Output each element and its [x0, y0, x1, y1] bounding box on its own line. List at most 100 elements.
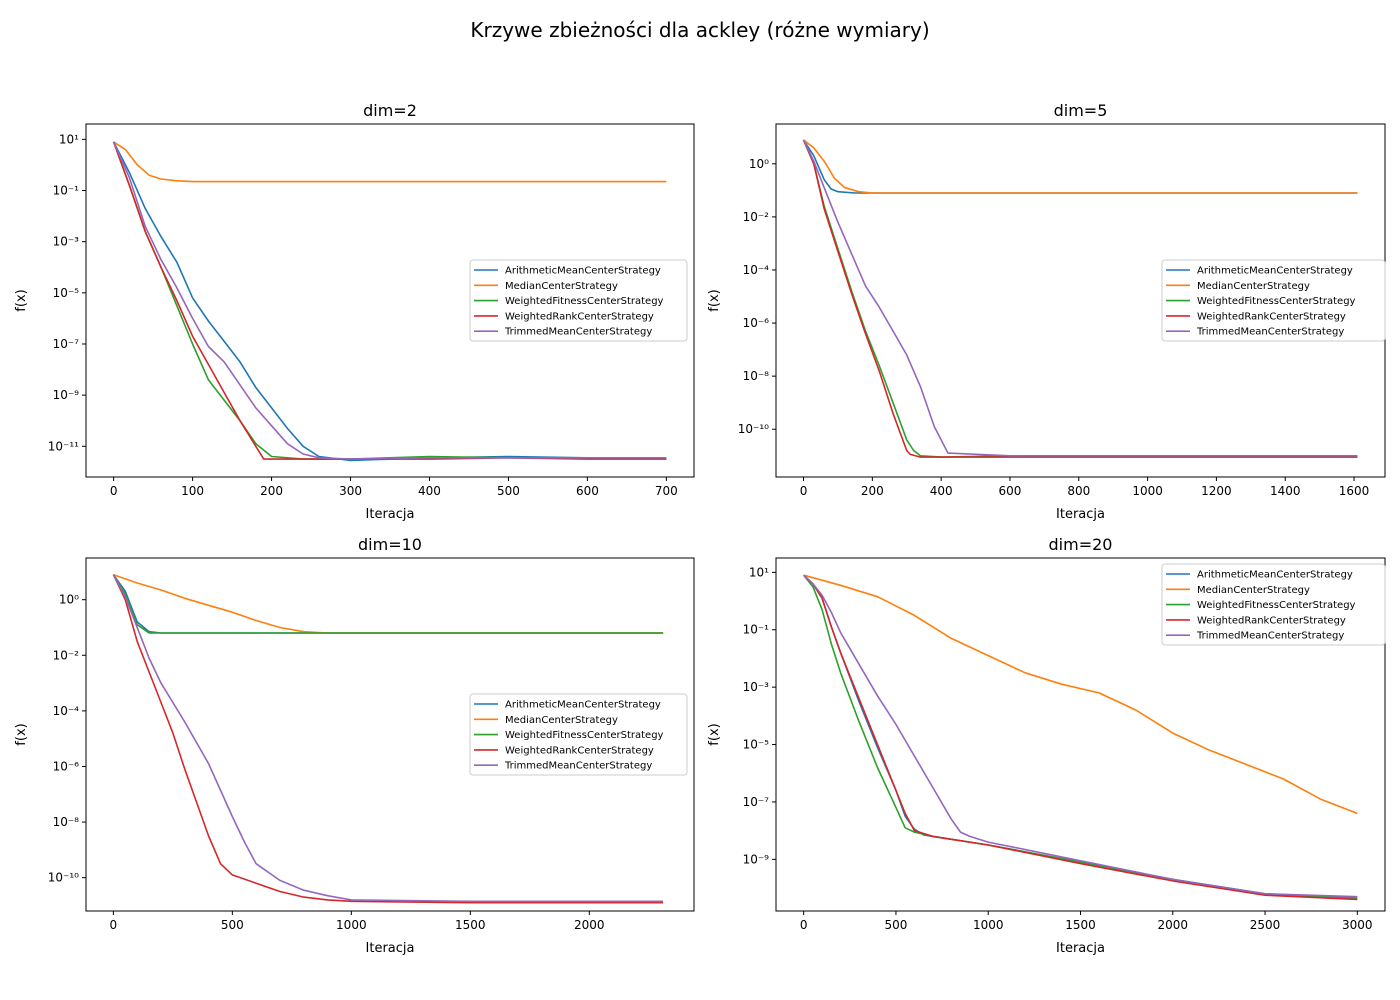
y-tick-label: 10⁻⁸ — [743, 369, 770, 383]
series-line-WeightedRankCenterStrategy — [112, 574, 664, 904]
y-tick-label: 10⁻⁹ — [53, 388, 80, 402]
legend-entry: WeightedRankCenterStrategy — [505, 311, 654, 322]
series-line-TrimmedMeanCenterStrategy — [112, 141, 667, 460]
series-line-WeightedRankCenterStrategy — [803, 574, 1358, 901]
y-axis-label: f(x) — [14, 723, 29, 745]
x-tick-label: 1500 — [455, 918, 486, 932]
legend-entry: TrimmedMeanCenterStrategy — [1196, 327, 1344, 338]
y-tick-label: 10⁰ — [59, 593, 79, 607]
x-tick-label: 0 — [110, 484, 118, 498]
chart-panel-4: dim=20 0 500 1000 1500 2000 2500 3000 10¹ 10⁻¹ 10⁻… — [707, 535, 1386, 956]
legend-entry: ArithmeticMeanCenterStrategy — [505, 266, 661, 277]
series-line-MedianCenterStrategy — [803, 139, 1358, 194]
x-axis-label: Iteracja — [366, 507, 415, 522]
x-tick-label: 0 — [110, 918, 118, 932]
axes-frame — [85, 123, 695, 478]
y-tick-label: 10⁻¹⁰ — [48, 871, 79, 885]
x-tick-label: 1200 — [1201, 484, 1232, 498]
series-line-MedianCenterStrategy — [113, 141, 667, 183]
series-line-TrimmedMeanCenterStrategy — [802, 139, 1358, 457]
legend-entry: MedianCenterStrategy — [1197, 281, 1310, 292]
legend-entry: TrimmedMeanCenterStrategy — [504, 761, 652, 772]
y-tick-label: 10⁻⁶ — [53, 759, 80, 773]
x-tick-label: 600 — [999, 484, 1022, 498]
chart-title: dim=5 — [1054, 101, 1108, 120]
y-axis-label: f(x) — [14, 289, 29, 311]
series-line-MedianCenterStrategy — [113, 573, 664, 634]
x-tick-label: 1400 — [1270, 484, 1301, 498]
legend-entry: WeightedRankCenterStrategy — [1197, 311, 1346, 322]
x-tick-label: 800 — [1067, 484, 1090, 498]
legend: ArithmeticMeanCenterStrategy MedianCenter… — [1161, 563, 1386, 646]
y-tick-label: 10⁻⁴ — [743, 263, 770, 277]
x-axis-label: Iteracja — [1056, 941, 1105, 956]
x-tick-label: 300 — [339, 484, 362, 498]
y-tick-label: 10⁻¹ — [53, 184, 80, 198]
y-tick-label: 10⁻⁶ — [743, 316, 770, 330]
figure-title: Krzywe zbieżności dla ackley (różne wymi… — [470, 18, 930, 42]
chart-panel-3: dim=10 0 500 1000 1500 2000 10⁰ 10⁻² 10⁻⁴ 10⁻⁶ 10⁻… — [14, 535, 695, 956]
series-line-WeightedFitnessCenterStrategy — [112, 574, 664, 634]
series-line-ArithmeticMeanCenterStrategy — [112, 574, 664, 634]
x-tick-label: 700 — [655, 484, 678, 498]
series-group — [802, 139, 1358, 458]
y-tick-label: 10⁻⁸ — [53, 815, 80, 829]
series-line-ArithmeticMeanCenterStrategy — [802, 139, 1358, 194]
y-tick-label: 10⁻⁵ — [53, 286, 80, 300]
x-tick-label: 2500 — [1250, 918, 1281, 932]
legend-entry: WeightedFitnessCenterStrategy — [505, 296, 664, 307]
legend: ArithmeticMeanCenterStrategy MedianCenter… — [469, 693, 688, 776]
x-tick-label: 500 — [221, 918, 244, 932]
x-tick-label: 1000 — [1132, 484, 1163, 498]
y-tick-label: 10⁻¹ — [743, 623, 770, 637]
y-tick-label: 10⁻⁷ — [743, 795, 770, 809]
x-tick-label: 200 — [260, 484, 283, 498]
legend-box — [1161, 259, 1386, 342]
x-axis-label: Iteracja — [366, 941, 415, 956]
y-tick-label: 10⁻² — [53, 648, 80, 662]
x-tick-label: 600 — [576, 484, 599, 498]
legend-entry: WeightedRankCenterStrategy — [505, 745, 654, 756]
y-tick-label: 10⁻⁴ — [53, 704, 80, 718]
series-line-TrimmedMeanCenterStrategy — [112, 574, 664, 903]
x-tick-label: 500 — [497, 484, 520, 498]
y-tick-label: 10⁻⁷ — [53, 337, 80, 351]
legend-entry: WeightedFitnessCenterStrategy — [1197, 296, 1356, 307]
legend: ArithmeticMeanCenterStrategy MedianCenter… — [1161, 259, 1386, 342]
x-tick-label: 500 — [885, 918, 908, 932]
chart-panel-1: dim=2 0 100 200 300 400 500 600 700 10¹ 10⁻¹ 10⁻³ 10… — [14, 101, 695, 522]
x-tick-label: 3000 — [1342, 918, 1373, 932]
y-tick-label: 10⁻⁹ — [743, 852, 770, 866]
legend-entry: ArithmeticMeanCenterStrategy — [1197, 570, 1353, 581]
chart-panel-2: dim=5 0 200 400 600 800 1000 1200 1400 1600 10⁰ 10⁻… — [707, 101, 1386, 522]
x-tick-label: 400 — [930, 484, 953, 498]
x-tick-label: 1000 — [973, 918, 1004, 932]
legend-entry: ArithmeticMeanCenterStrategy — [1197, 266, 1353, 277]
y-tick-label: 10⁰ — [749, 157, 769, 171]
x-tick-label: 1600 — [1339, 484, 1370, 498]
series-line-WeightedRankCenterStrategy — [802, 139, 1358, 458]
legend-entry: MedianCenterStrategy — [505, 715, 618, 726]
x-tick-label: 200 — [861, 484, 884, 498]
x-axis-label: Iteracja — [1056, 507, 1105, 522]
series-group — [803, 574, 1358, 901]
x-tick-label: 2000 — [574, 918, 605, 932]
series-group — [112, 141, 667, 462]
legend-entry: WeightedFitnessCenterStrategy — [1197, 600, 1356, 611]
y-axis-label: f(x) — [707, 723, 722, 745]
x-tick-label: 1000 — [336, 918, 367, 932]
y-tick-label: 10¹ — [749, 565, 769, 579]
series-line-WeightedRankCenterStrategy — [112, 141, 667, 460]
axes-frame — [85, 557, 695, 912]
y-tick-label: 10¹ — [59, 132, 79, 146]
legend-entry: TrimmedMeanCenterStrategy — [504, 327, 652, 338]
x-tick-label: 0 — [800, 918, 808, 932]
y-tick-label: 10⁻³ — [53, 235, 80, 249]
y-tick-label: 10⁻² — [743, 210, 770, 224]
y-tick-label: 10⁻³ — [743, 680, 770, 694]
legend: ArithmeticMeanCenterStrategy MedianCenter… — [469, 259, 688, 342]
chart-title: dim=2 — [363, 101, 417, 120]
legend-entry: TrimmedMeanCenterStrategy — [1196, 631, 1344, 642]
legend-entry: WeightedFitnessCenterStrategy — [505, 730, 664, 741]
